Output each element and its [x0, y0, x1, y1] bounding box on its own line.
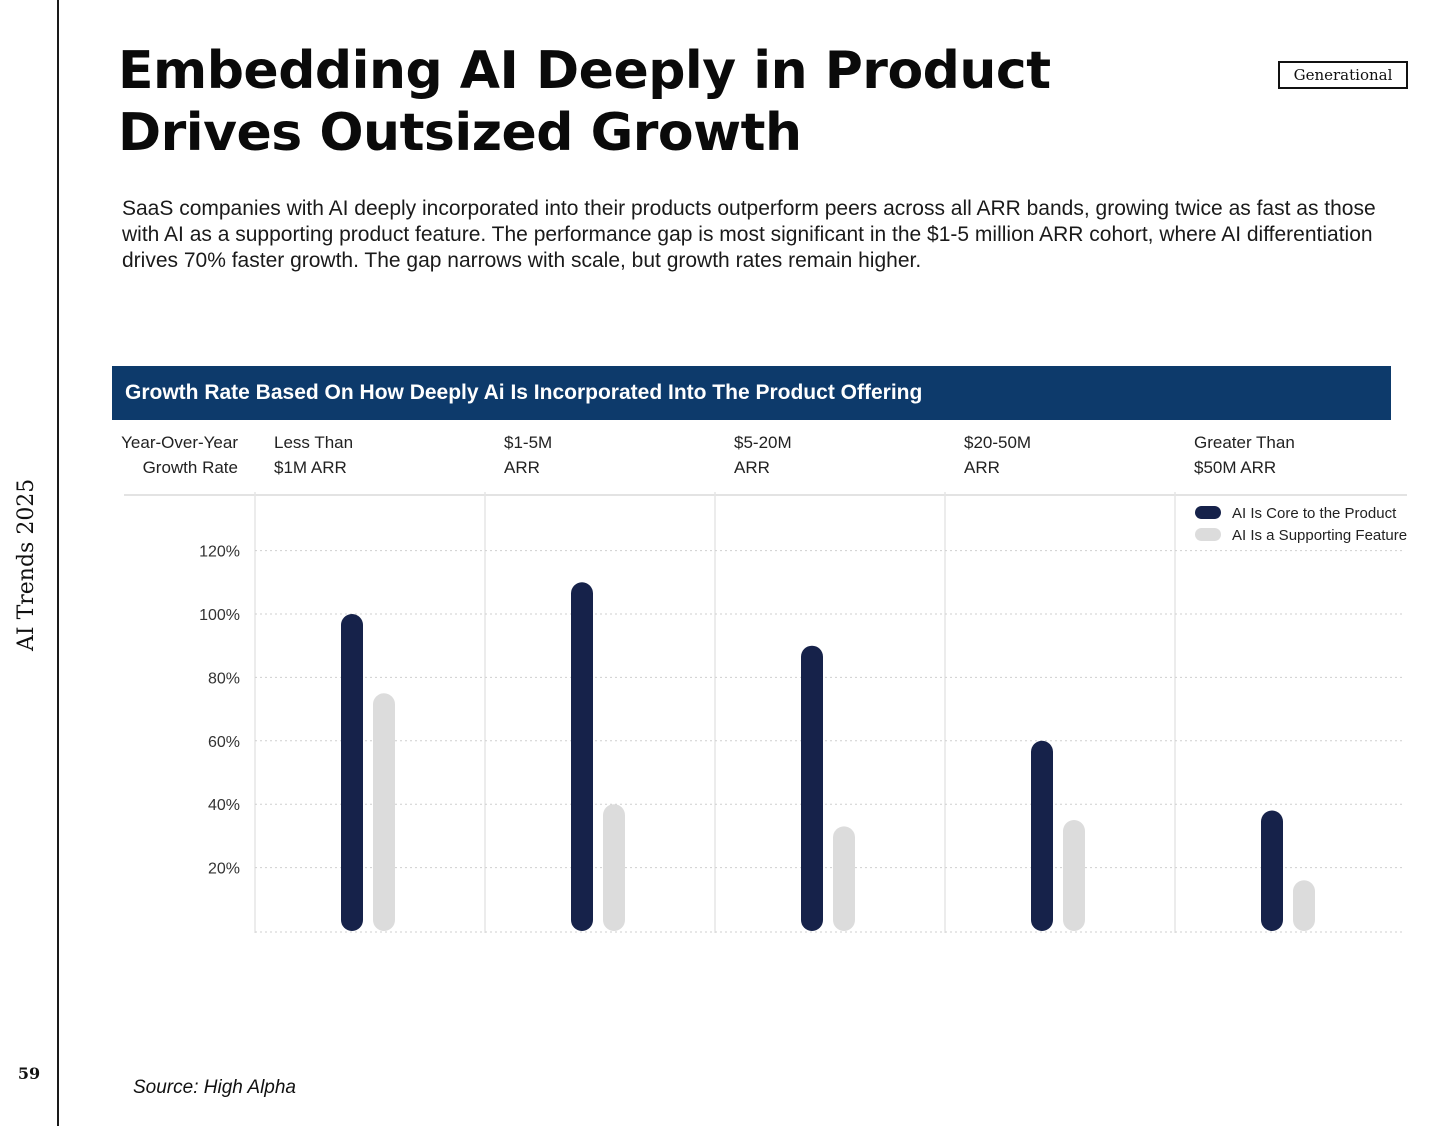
y-tick-label: 40% — [208, 797, 240, 814]
report-side-label: AI Trends 2025 — [14, 478, 39, 652]
legend-swatch — [1195, 506, 1221, 519]
chart-title: Growth Rate Based On How Deeply Ai Is In… — [112, 366, 1391, 420]
y-tick-label: 20% — [208, 861, 240, 878]
summary-text: SaaS companies with AI deeply incorporat… — [122, 197, 1376, 272]
bar-ai-core — [1031, 740, 1053, 931]
y-tick-label: 60% — [208, 734, 240, 751]
category-label: Less Than — [274, 433, 353, 452]
category-label: $1M ARR — [274, 458, 347, 477]
category-label: ARR — [504, 458, 540, 477]
category-label: $20-50M — [964, 433, 1031, 452]
bar-ai-supporting — [1293, 880, 1315, 931]
bar-ai-supporting — [603, 804, 625, 931]
legend-label: AI Is a Supporting Feature — [1232, 527, 1407, 544]
page-margin-rule — [57, 0, 59, 1126]
brand-logo: Generational — [1278, 61, 1408, 89]
bar-ai-core — [801, 645, 823, 931]
category-label: ARR — [734, 458, 770, 477]
legend-label: AI Is Core to the Product — [1232, 505, 1397, 522]
bar-ai-core — [1261, 810, 1283, 931]
category-label: $50M ARR — [1194, 458, 1276, 477]
source-note: Source: High Alpha — [133, 1077, 297, 1098]
bar-ai-supporting — [833, 826, 855, 931]
y-axis-label: Year-Over-Year — [121, 433, 238, 452]
category-label: $1-5M — [504, 433, 552, 452]
category-label: $5-20M — [734, 433, 792, 452]
legend-swatch — [1195, 528, 1221, 541]
category-label: Greater Than — [1194, 433, 1295, 452]
bar-ai-core — [341, 614, 363, 931]
y-tick-label: 120% — [199, 544, 240, 561]
bar-ai-supporting — [1063, 820, 1085, 931]
category-label: ARR — [964, 458, 1000, 477]
page-number: 59 — [17, 1064, 41, 1083]
page-title: Embedding AI Deeply in Product Drives Ou… — [118, 41, 1051, 163]
bar-ai-supporting — [373, 693, 395, 931]
y-tick-label: 80% — [208, 670, 240, 687]
y-tick-label: 100% — [199, 607, 240, 624]
bar-ai-core — [571, 582, 593, 931]
growth-rate-chart: Year-Over-Year Growth Rate Less Than $1M AR… — [121, 433, 1407, 933]
y-axis-label: Growth Rate — [143, 458, 238, 477]
